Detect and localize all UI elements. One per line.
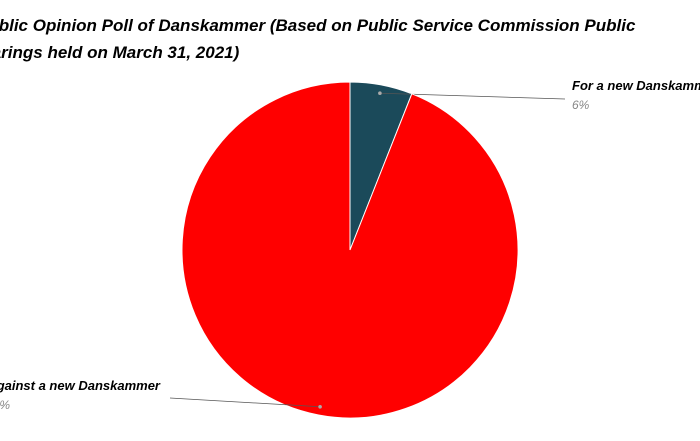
value-label: 6% <box>572 98 590 112</box>
chart-subtitle: Hearings held on March 31, 2021) <box>0 43 240 62</box>
leader-dot <box>318 404 322 409</box>
chart-title: Public Opinion Poll of Danskammer (Based… <box>0 16 636 35</box>
leader-line <box>379 92 566 100</box>
slice-label: For a new Danskammer <box>572 78 700 93</box>
leader-line <box>169 397 321 408</box>
value-label: 94% <box>0 398 10 412</box>
leader-dot <box>378 91 382 96</box>
slice-label: Against a new Danskammer <box>0 378 161 393</box>
pie-slice <box>181 81 519 419</box>
